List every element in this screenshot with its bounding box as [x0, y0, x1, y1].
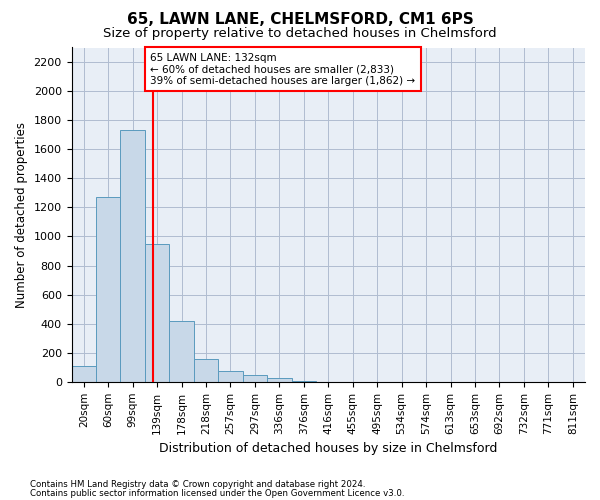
Bar — [121, 130, 145, 382]
Bar — [169, 322, 194, 382]
Bar — [194, 360, 218, 382]
Bar — [267, 378, 292, 382]
Bar — [145, 244, 169, 382]
Bar — [292, 381, 316, 382]
Text: Contains public sector information licensed under the Open Government Licence v3: Contains public sector information licen… — [30, 488, 404, 498]
Text: 65 LAWN LANE: 132sqm
← 60% of detached houses are smaller (2,833)
39% of semi-de: 65 LAWN LANE: 132sqm ← 60% of detached h… — [150, 52, 415, 86]
Y-axis label: Number of detached properties: Number of detached properties — [15, 122, 28, 308]
Bar — [242, 376, 267, 382]
Text: Size of property relative to detached houses in Chelmsford: Size of property relative to detached ho… — [103, 28, 497, 40]
Text: 65, LAWN LANE, CHELMSFORD, CM1 6PS: 65, LAWN LANE, CHELMSFORD, CM1 6PS — [127, 12, 473, 28]
Bar — [218, 371, 242, 382]
Bar — [71, 366, 96, 382]
Bar — [96, 197, 121, 382]
X-axis label: Distribution of detached houses by size in Chelmsford: Distribution of detached houses by size … — [159, 442, 497, 455]
Text: Contains HM Land Registry data © Crown copyright and database right 2024.: Contains HM Land Registry data © Crown c… — [30, 480, 365, 489]
